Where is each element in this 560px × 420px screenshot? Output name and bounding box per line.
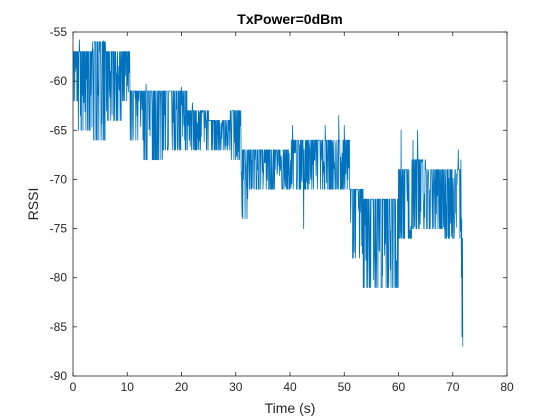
chart-title: TxPower=0dBm xyxy=(237,11,342,27)
y-axis-label: RSSI xyxy=(25,188,41,221)
x-tick-label: 10 xyxy=(121,380,135,394)
x-tick-label: 0 xyxy=(70,380,77,394)
y-tick-label: -65 xyxy=(50,123,68,137)
x-tick-label: 50 xyxy=(338,380,352,394)
x-tick-label: 30 xyxy=(229,380,243,394)
y-tick-label: -80 xyxy=(50,271,68,285)
x-tick-label: 40 xyxy=(283,380,297,394)
x-axis-label: Time (s) xyxy=(265,400,316,416)
x-tick-label: 70 xyxy=(446,380,460,394)
x-tick-label: 20 xyxy=(175,380,189,394)
x-tick-label: 60 xyxy=(392,380,406,394)
y-tick-label: -85 xyxy=(50,320,68,334)
y-tick-label: -70 xyxy=(50,172,68,186)
y-tick-label: -90 xyxy=(50,369,68,383)
y-tick-label: -75 xyxy=(50,222,68,236)
y-tick-label: -60 xyxy=(50,74,68,88)
y-tick-label: -55 xyxy=(50,25,68,39)
x-tick-label: 80 xyxy=(500,380,514,394)
